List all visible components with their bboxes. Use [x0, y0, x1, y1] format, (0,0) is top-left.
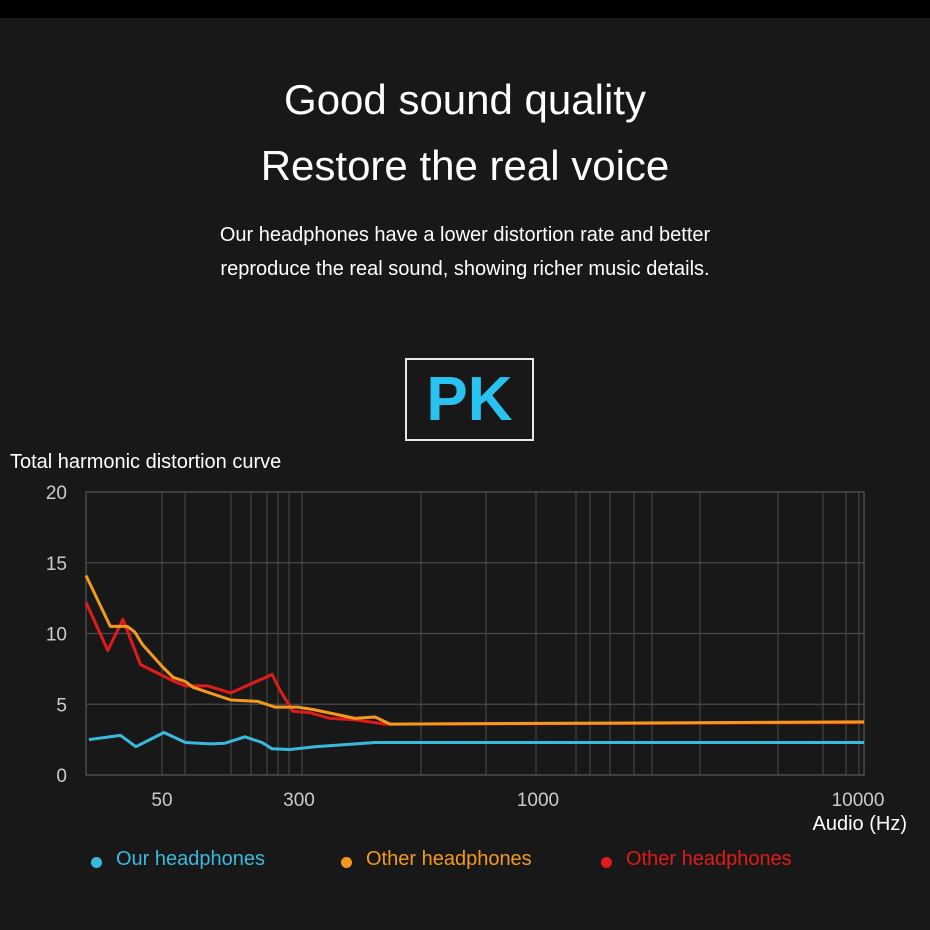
pk-badge: PK: [405, 358, 534, 441]
legend-dot-red: [601, 856, 612, 868]
legend-label: Our headphones: [116, 848, 266, 870]
y-tick-label: 15: [46, 554, 67, 575]
legend-label: Other headphones: [626, 848, 792, 870]
y-tick-label: 0: [56, 766, 67, 787]
legend-dot-blue: [91, 856, 102, 868]
x-tick-label: 300: [283, 790, 315, 811]
legend-dot-orange: [341, 856, 352, 868]
legend-item-our: Our headphones: [91, 848, 265, 871]
y-tick-label: 5: [56, 695, 67, 716]
subheadline: Restore the real voice: [260, 142, 670, 189]
series-line-other-headphones-red: [84, 601, 865, 726]
legend-label: Other headphones: [366, 848, 532, 870]
y-tick-label: 10: [46, 625, 67, 646]
series-line-our-headphones: [88, 731, 864, 751]
legend-item-other-orange: Other headphones: [341, 848, 532, 871]
legend-item-other-red: Other headphones: [601, 848, 792, 871]
x-tick-label: 1000: [517, 790, 559, 811]
y-tick-label: 20: [46, 483, 67, 504]
chart-title: Total harmonic distortion curve: [10, 451, 282, 473]
series-line-other-headphones-orange: [84, 574, 865, 726]
description-line-1: Our headphones have a lower distortion r…: [219, 224, 711, 246]
top-bar: [0, 0, 930, 18]
headline: Good sound quality: [284, 76, 646, 123]
x-axis-label: Audio (Hz): [813, 813, 907, 835]
x-tick-label: 10000: [832, 790, 885, 811]
description-line-2: reproduce the real sound, showing richer…: [220, 258, 710, 280]
x-tick-label: 50: [151, 790, 172, 811]
